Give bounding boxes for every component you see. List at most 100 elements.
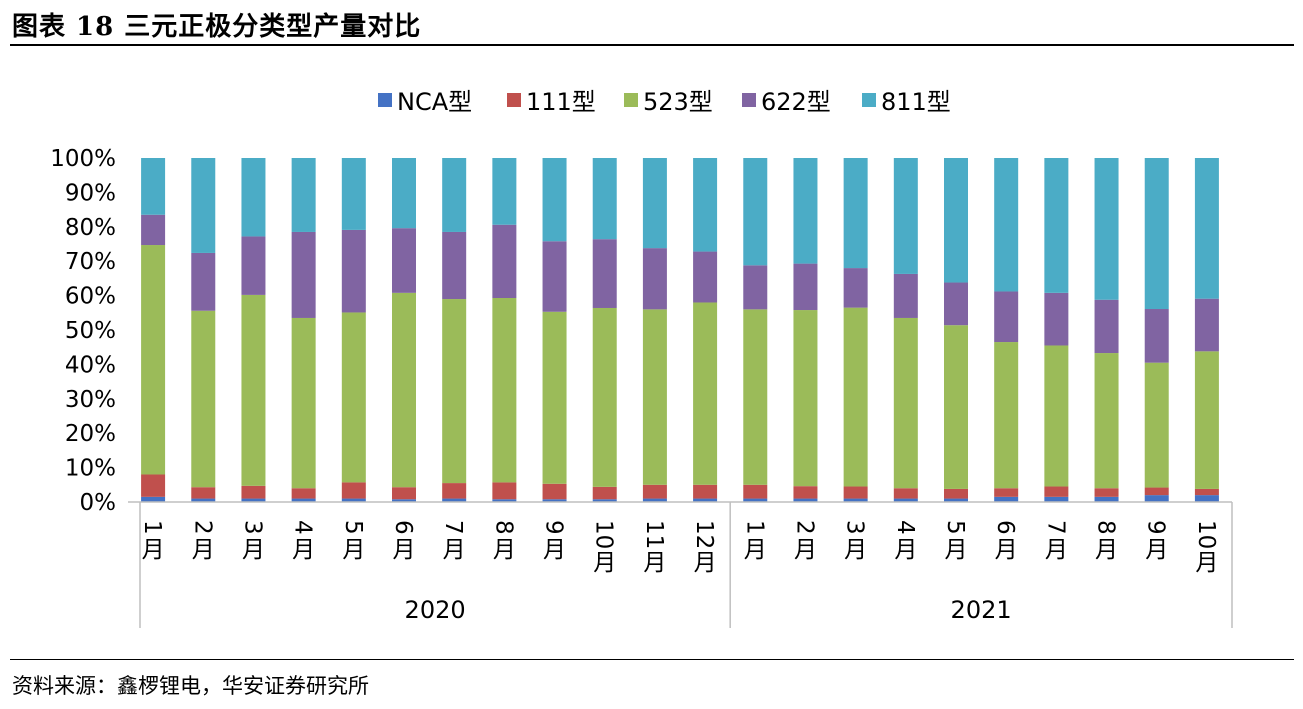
bar-segment-811型 <box>592 158 617 240</box>
bar-segment-111型 <box>141 474 166 497</box>
y-tick-label: 80% <box>65 215 116 241</box>
x-tick-label-7月: 7月 <box>1042 520 1068 563</box>
bar-segment-111型 <box>693 484 718 499</box>
bar-segment-523型 <box>944 325 968 489</box>
x-tick-label-unit: 月 <box>393 537 416 563</box>
bar-segment-622型 <box>241 236 266 295</box>
bar-segment-111型 <box>191 487 216 499</box>
x-tick-label-7月: 7月 <box>440 520 466 563</box>
x-tick-label-number: 12 <box>691 520 717 549</box>
x-tick-label-number: 2 <box>791 520 817 535</box>
bar-segment-111型 <box>392 487 416 500</box>
x-tick-label-number: 1 <box>741 520 767 535</box>
bar-segment-523型 <box>893 317 918 489</box>
bar-segment-NCA型 <box>141 496 166 502</box>
x-tick-label-1月: 1月 <box>139 520 165 563</box>
bar-segment-523型 <box>341 312 366 483</box>
bar-segment-811型 <box>693 158 718 252</box>
bar-segment-811型 <box>1044 158 1069 293</box>
x-tick-label-unit: 月 <box>1145 537 1168 563</box>
bar-segment-622型 <box>1194 298 1219 352</box>
x-tick-label-unit: 月 <box>794 537 817 563</box>
y-tick-label: 60% <box>65 284 116 310</box>
bar-segment-622型 <box>492 224 517 299</box>
bar-segment-622型 <box>693 251 718 303</box>
legend-swatch-111型 <box>507 93 521 107</box>
bar-segment-NCA型 <box>1144 495 1169 502</box>
x-tick-label-number: 8 <box>1093 520 1119 535</box>
bar-segment-622型 <box>793 263 818 311</box>
bar-segment-811型 <box>191 158 216 253</box>
bar-segment-811型 <box>994 158 1019 292</box>
x-tick-label-number: 3 <box>842 520 868 535</box>
bar-segment-811型 <box>291 158 316 232</box>
bar-segment-NCA型 <box>592 499 617 502</box>
bar-segment-111型 <box>492 482 517 500</box>
bar-segment-111型 <box>241 485 266 499</box>
bar-segment-523型 <box>291 317 316 489</box>
x-tick-label-6月: 6月 <box>992 520 1018 563</box>
bar-segment-622型 <box>1094 299 1119 354</box>
legend-swatch-811型 <box>862 93 876 107</box>
bar-segment-811型 <box>893 158 918 274</box>
x-tick-label-9月: 9月 <box>1143 520 1169 563</box>
x-tick-label-number: 7 <box>440 520 466 535</box>
legend-swatch-523型 <box>624 93 638 107</box>
x-tick-label-number: 10 <box>591 520 617 549</box>
bar-segment-523型 <box>442 299 467 484</box>
bar-segment-NCA型 <box>392 499 416 502</box>
bar-segment-NCA型 <box>191 498 216 502</box>
bar-segment-811型 <box>843 158 868 269</box>
bar-segment-811型 <box>392 158 416 229</box>
bar-segment-111型 <box>743 484 768 499</box>
bar-segment-111型 <box>1044 486 1069 497</box>
x-tick-label-unit: 月 <box>744 537 767 563</box>
x-tick-label-unit: 月 <box>192 537 215 563</box>
x-tick-label-number: 1 <box>139 520 165 535</box>
bar-segment-622型 <box>442 231 467 300</box>
bar-segment-622型 <box>743 265 768 310</box>
y-tick-label: 50% <box>65 318 116 344</box>
bar-segment-NCA型 <box>893 498 918 502</box>
bar-segment-523型 <box>1044 345 1069 487</box>
x-tick-label-3月: 3月 <box>842 520 868 563</box>
x-tick-label-unit: 月 <box>894 537 917 563</box>
group-label: 2020 <box>405 596 466 624</box>
bar-segment-111型 <box>291 488 316 499</box>
bar-segment-622型 <box>944 282 968 326</box>
x-tick-label-number: 7 <box>1042 520 1068 535</box>
x-tick-label-3月: 3月 <box>239 520 265 563</box>
bar-segment-NCA型 <box>291 498 316 502</box>
x-tick-label-10月: 10月 <box>1193 520 1219 576</box>
bar-segment-523型 <box>693 302 718 485</box>
bar-segment-111型 <box>1194 488 1219 496</box>
x-tick-label-number: 4 <box>892 520 918 535</box>
legend-swatch-622型 <box>742 93 756 107</box>
y-tick-label: 0% <box>80 490 117 516</box>
bar-segment-811型 <box>492 158 517 225</box>
bar-segment-523型 <box>592 307 617 487</box>
x-tick-label-11月: 11月 <box>641 520 667 576</box>
footer-rule <box>10 659 1294 660</box>
x-tick-label-10月: 10月 <box>591 520 617 576</box>
bar-segment-523型 <box>141 245 166 475</box>
x-tick-label-unit: 月 <box>443 537 466 563</box>
y-tick-label: 100% <box>50 146 116 172</box>
bar-segment-NCA型 <box>944 498 968 502</box>
x-tick-label-9月: 9月 <box>541 520 567 563</box>
bar-segment-523型 <box>994 342 1019 489</box>
bar-segment-811型 <box>141 158 166 215</box>
x-tick-label-unit: 月 <box>1095 537 1118 563</box>
x-tick-label-unit: 月 <box>242 537 265 563</box>
bar-segment-622型 <box>1044 292 1069 346</box>
x-tick-label-unit: 月 <box>844 537 867 563</box>
bar-segment-NCA型 <box>542 499 567 502</box>
bar-segment-NCA型 <box>492 499 517 502</box>
x-tick-label-unit: 月 <box>292 537 315 563</box>
bar-segment-111型 <box>994 488 1019 497</box>
chart-legend: NCA型 111型 523型 622型 811型 <box>378 88 951 116</box>
x-tick-label-unit: 月 <box>995 537 1018 563</box>
bar-segment-811型 <box>341 158 366 230</box>
x-tick-label-number: 6 <box>390 520 416 535</box>
bar-segment-811型 <box>442 158 467 232</box>
